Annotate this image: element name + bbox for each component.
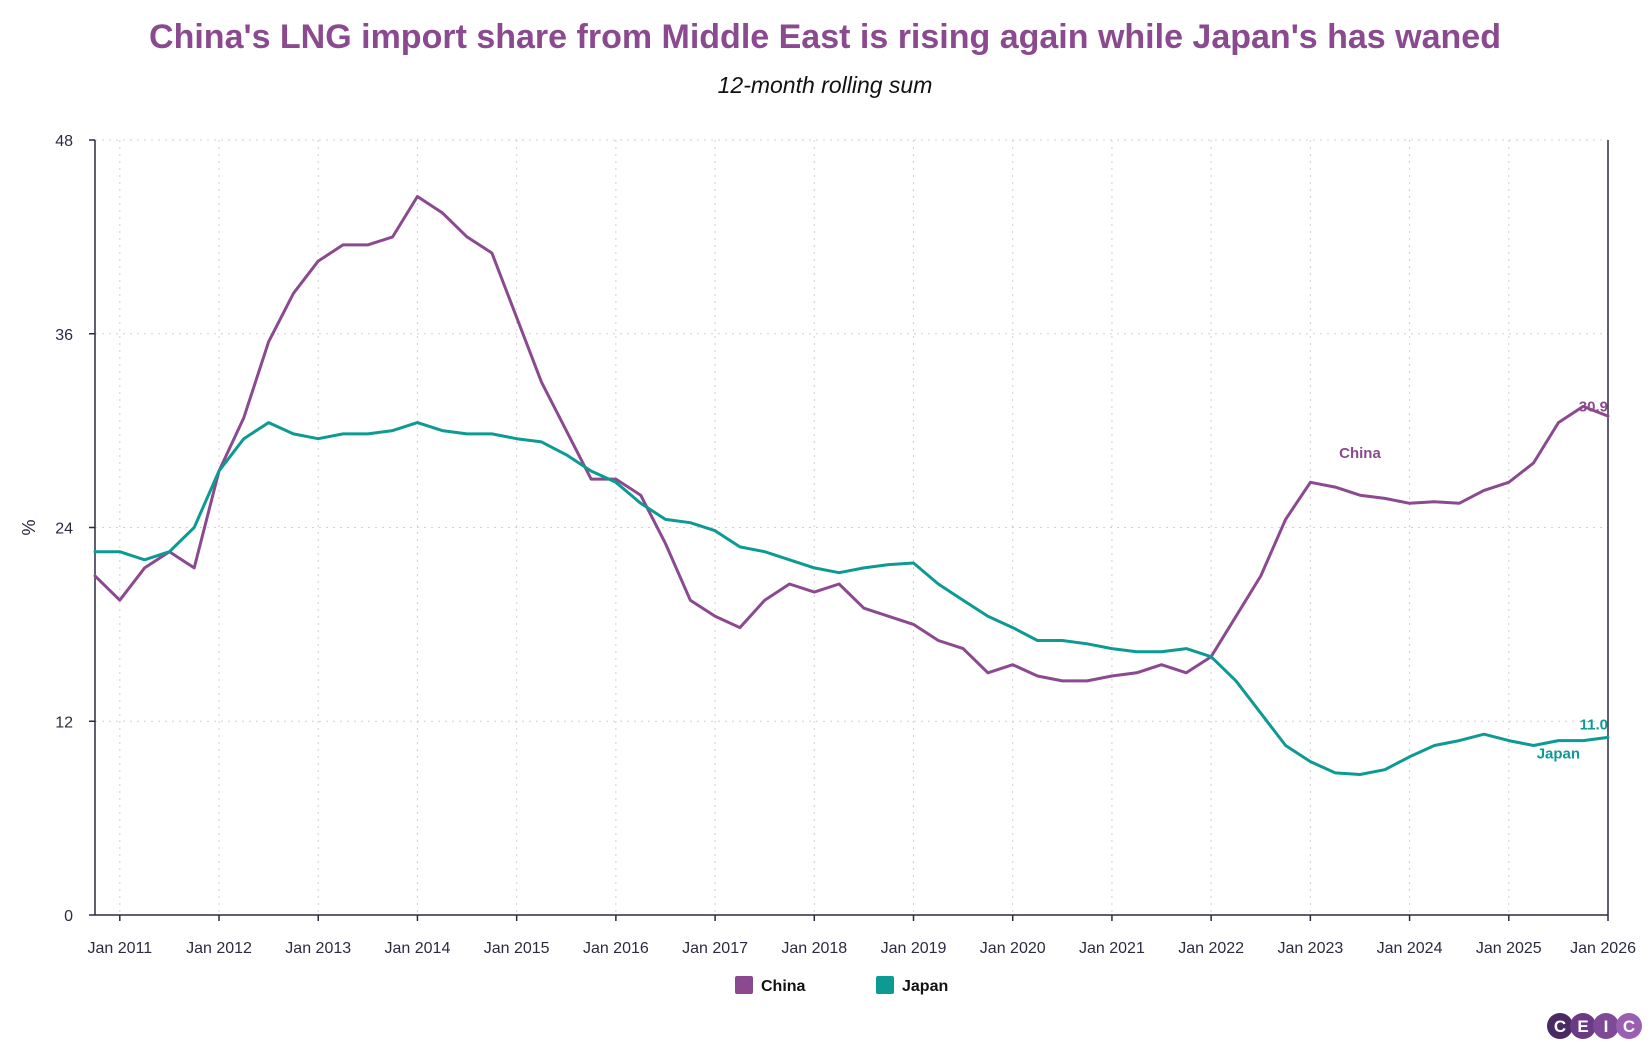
x-tick-label: Jan 2014	[385, 940, 451, 957]
y-tick-label: 36	[55, 327, 73, 344]
x-tick-label: Jan 2015	[484, 940, 550, 957]
legend-swatch-china	[735, 976, 753, 994]
legend-label-china: China	[761, 978, 806, 995]
y-axis-label: %	[19, 519, 39, 535]
x-tick-label: Jan 2021	[1079, 940, 1145, 957]
logo-circle	[1570, 1013, 1596, 1039]
chart-subtitle: 12-month rolling sum	[717, 72, 933, 98]
y-tick-label: 48	[55, 133, 73, 150]
logo-circle	[1547, 1013, 1573, 1039]
x-tick-label: Jan 2019	[881, 940, 947, 957]
legend-label-japan: Japan	[902, 978, 948, 995]
x-tick-label: Jan 2023	[1277, 940, 1343, 957]
x-tick-label: Jan 2025	[1476, 940, 1542, 957]
series-last-value-china: 30.9	[1579, 398, 1608, 415]
legend: China Japan	[735, 976, 948, 995]
x-ticks: Jan 2011 Jan 2012 Jan 2013 Jan 2014 Jan 2015…	[87, 915, 1636, 957]
gridlines	[95, 139, 1609, 915]
y-tick-label: 24	[55, 521, 73, 538]
y-ticks: 0 12 24 36 48	[55, 133, 95, 925]
x-tick-label: Jan 2018	[781, 940, 847, 957]
x-tick-label: Jan 2016	[583, 940, 649, 957]
logo-letter: I	[1604, 1017, 1609, 1036]
legend-swatch-japan	[876, 976, 894, 994]
x-tick-label: Jan 2011	[87, 940, 152, 957]
series-inline-label-china: China	[1339, 445, 1381, 462]
series-lines	[93, 195, 1610, 776]
logo-letter: E	[1577, 1017, 1588, 1036]
series-inline-label-japan: Japan	[1537, 745, 1580, 762]
series-line-japan	[93, 421, 1610, 776]
x-tick-label: Jan 2012	[186, 940, 252, 957]
x-tick-label: Jan 2017	[682, 940, 748, 957]
logo-letter: C	[1623, 1017, 1635, 1036]
x-tick-label: Jan 2022	[1178, 940, 1244, 957]
y-tick-label: 12	[55, 714, 73, 731]
x-tick-label: Jan 2020	[980, 940, 1046, 957]
logo-circle	[1616, 1013, 1642, 1039]
x-tick-label: Jan 2024	[1377, 940, 1443, 957]
logo-circle	[1593, 1013, 1619, 1039]
x-tick-label: Jan 2026	[1570, 940, 1636, 957]
series-line-china	[93, 195, 1610, 683]
chart-title: China's LNG import share from Middle Eas…	[149, 18, 1501, 56]
x-tick-label: Jan 2013	[285, 940, 351, 957]
logo-letter: C	[1554, 1017, 1566, 1036]
y-tick-label: 0	[64, 908, 73, 925]
series-last-value-japan: 11.0	[1580, 716, 1608, 733]
